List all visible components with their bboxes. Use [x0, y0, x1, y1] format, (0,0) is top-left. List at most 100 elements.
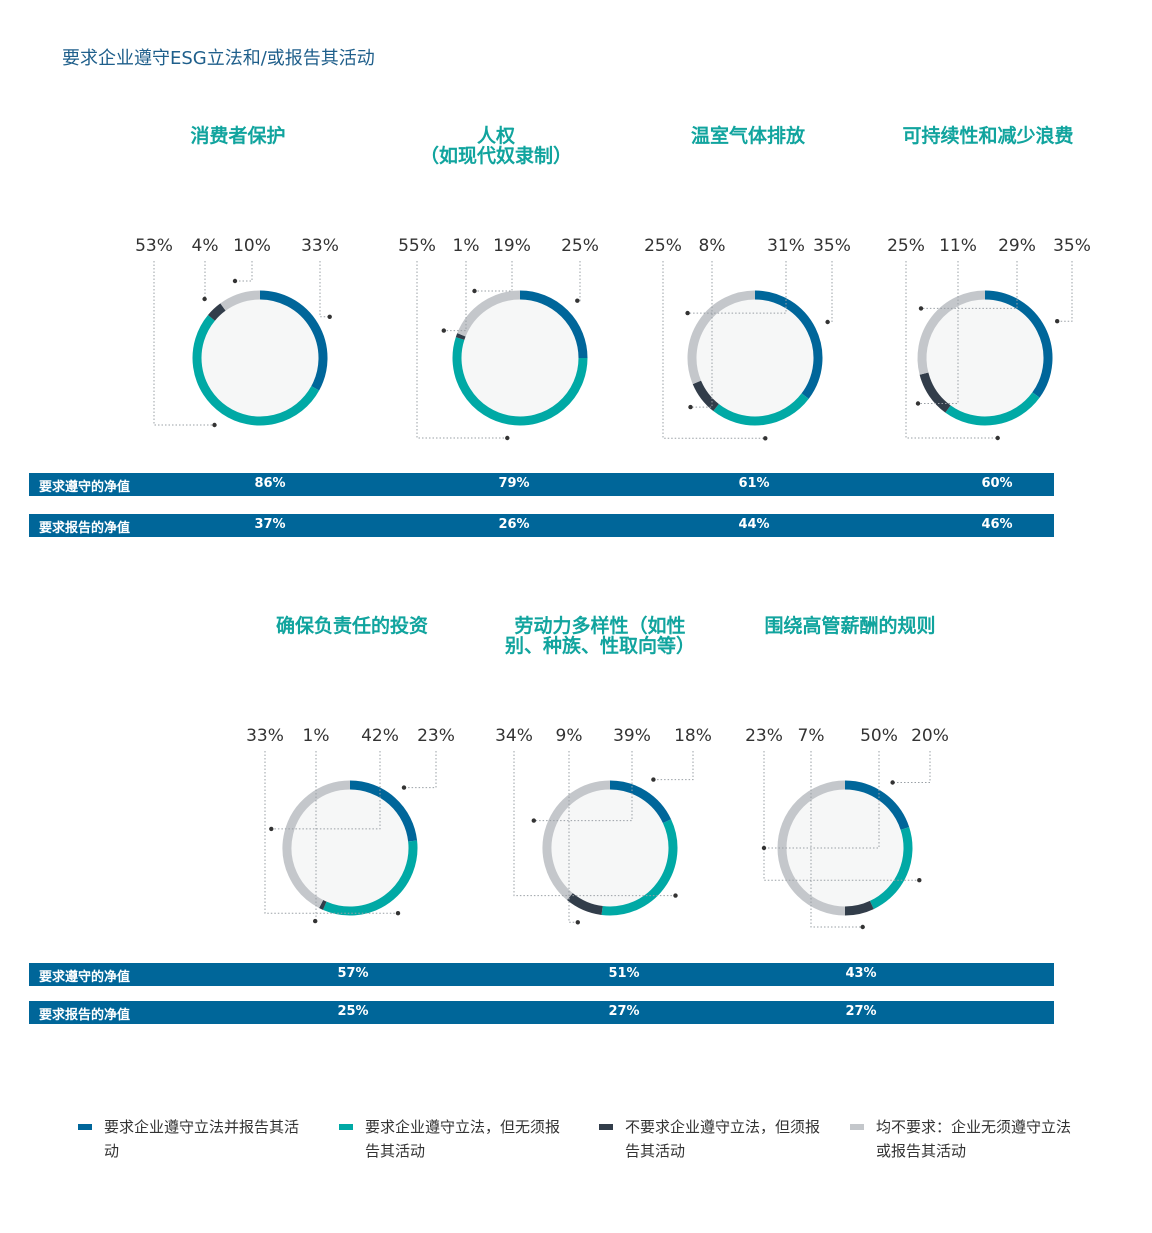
- legend-swatch: [599, 1124, 613, 1130]
- leader-dot: [763, 436, 768, 441]
- leader-dot: [761, 845, 767, 851]
- leader-dot: [395, 911, 401, 916]
- data-label-comply_no_report: 33%: [246, 726, 284, 746]
- data-label-comply_and_report: 18%: [674, 726, 712, 746]
- leader-dot: [890, 780, 895, 785]
- donut-chart-1: 消费者保护 53% 4% 10% 33%: [135, 124, 339, 428]
- donut-segment-comply_and_report: [984, 290, 1053, 398]
- donut-segment-report_no_comply: [319, 899, 327, 910]
- chart-title: 温室气体排放: [691, 124, 806, 147]
- data-label-report_no_comply: 1%: [453, 236, 480, 256]
- leader-dot: [269, 826, 274, 832]
- legend-swatch: [339, 1124, 353, 1130]
- chart-title: 可持续性和减少浪费: [902, 124, 1073, 147]
- leader-line: [319, 261, 330, 318]
- legend-label: 均不要求：企业无须遵守立法或报告其活动: [876, 1118, 1072, 1160]
- net-bar-net-comply: 要求遵守的净值 57% 51% 43%: [29, 963, 1054, 986]
- donut-segment-comply_and_report: [609, 780, 672, 824]
- donut-segment-comply_no_report: [869, 827, 913, 910]
- net-bar-net-report: 要求报告的净值 25% 27% 27%: [29, 1001, 1054, 1024]
- net-bar-value: 44%: [738, 517, 770, 532]
- chart-title: 消费者保护: [190, 124, 285, 147]
- donut-segment-report_no_comply: [919, 372, 951, 413]
- data-label-comply_and_report: 25%: [561, 236, 599, 256]
- page-title: 要求企业遵守ESG立法和/或报告其活动: [62, 48, 375, 69]
- data-label-comply_and_report: 23%: [417, 726, 455, 746]
- donut-segment-neither: [542, 780, 611, 901]
- leader-dot: [327, 314, 332, 319]
- leader-dot: [575, 920, 580, 925]
- leader-dot: [472, 288, 477, 294]
- legend-label: 不要求企业遵守立法，但须报告其活动: [625, 1118, 821, 1160]
- donut-center: [291, 789, 409, 907]
- data-label-neither: 19%: [493, 236, 531, 256]
- chart-title: 别、种族、性取向等）: [504, 634, 695, 657]
- data-label-report_no_comply: 7%: [798, 726, 825, 746]
- leader-line: [577, 261, 581, 302]
- chart-title: 围绕高管薪酬的规则: [764, 614, 935, 637]
- net-bar-label: 要求遵守的净值: [39, 970, 131, 985]
- leader-line: [513, 751, 676, 897]
- net-bar-value: 25%: [337, 1004, 369, 1019]
- net-bar-label: 要求报告的净值: [39, 521, 131, 536]
- leader-dot: [651, 777, 656, 782]
- leader-line: [810, 751, 863, 928]
- donut-chart-7: 围绕高管薪酬的规则 23% 7% 50% 20%: [745, 614, 949, 930]
- chart-title: （如现代奴隶制）: [420, 144, 572, 167]
- data-label-comply_no_report: 25%: [644, 236, 682, 256]
- leader-dot: [212, 422, 217, 428]
- donut-segment-report_no_comply: [692, 380, 719, 412]
- leader-dot: [505, 435, 510, 441]
- donut-segment-comply_no_report: [452, 337, 588, 426]
- chart-title: 确保负责任的投资: [276, 614, 428, 637]
- net-bar-net-comply: 要求遵守的净值 86% 79% 61% 60%: [29, 473, 1054, 496]
- net-bar-value: 37%: [254, 517, 286, 532]
- data-label-neither: 31%: [767, 236, 805, 256]
- leader-line: [763, 751, 920, 881]
- leader-line: [918, 261, 959, 404]
- data-label-report_no_comply: 8%: [699, 236, 726, 256]
- donut-segment-comply_and_report: [519, 290, 588, 359]
- donut-segment-neither: [917, 290, 986, 375]
- donut-segment-neither: [282, 780, 351, 908]
- data-label-comply_and_report: 33%: [301, 236, 339, 256]
- net-bar-value: 27%: [845, 1004, 877, 1019]
- donut-segment-comply_and_report: [349, 780, 418, 842]
- leader-dot: [917, 878, 922, 883]
- leader-dot: [575, 298, 580, 303]
- net-bar-label: 要求报告的净值: [39, 1008, 131, 1023]
- data-label-comply_no_report: 53%: [135, 236, 173, 256]
- leader-dot: [995, 435, 1000, 441]
- leader-dot: [202, 296, 207, 302]
- leader-line: [264, 751, 398, 914]
- leader-line: [892, 751, 931, 783]
- net-bar-value: 79%: [498, 476, 530, 491]
- donut-segment-comply_and_report: [259, 290, 328, 391]
- leader-dot: [232, 278, 238, 284]
- donut-segment-comply_no_report: [945, 392, 1040, 426]
- leader-line: [764, 751, 880, 849]
- donut-segment-comply_and_report: [844, 780, 910, 831]
- leader-dot: [673, 893, 678, 898]
- data-label-comply_no_report: 23%: [745, 726, 783, 746]
- donut-chart-2: 人权（如现代奴隶制） 55% 1% 19% 25%: [398, 124, 599, 441]
- leader-dot: [1055, 319, 1060, 324]
- donut-chart-3: 温室气体排放 25% 8% 31% 35%: [644, 124, 851, 441]
- donut-chart-5: 确保负责任的投资 33% 1% 42% 23%: [246, 614, 455, 924]
- chart-title: 人权: [477, 124, 515, 147]
- donut-segment-comply_no_report: [322, 840, 418, 916]
- leader-line: [404, 751, 437, 789]
- leader-dot: [531, 818, 536, 823]
- leader-line: [153, 261, 215, 426]
- leader-line: [653, 751, 694, 781]
- leader-line: [474, 261, 513, 292]
- chart-title: 劳动力多样性（如性: [514, 614, 685, 637]
- leader-dot: [685, 310, 690, 316]
- data-label-comply_and_report: 35%: [813, 236, 851, 256]
- data-label-comply_no_report: 55%: [398, 236, 436, 256]
- donut-center: [461, 299, 579, 417]
- leader-line: [443, 261, 467, 332]
- data-label-neither: 50%: [860, 726, 898, 746]
- net-bar-value: 46%: [981, 517, 1013, 532]
- data-label-neither: 29%: [998, 236, 1036, 256]
